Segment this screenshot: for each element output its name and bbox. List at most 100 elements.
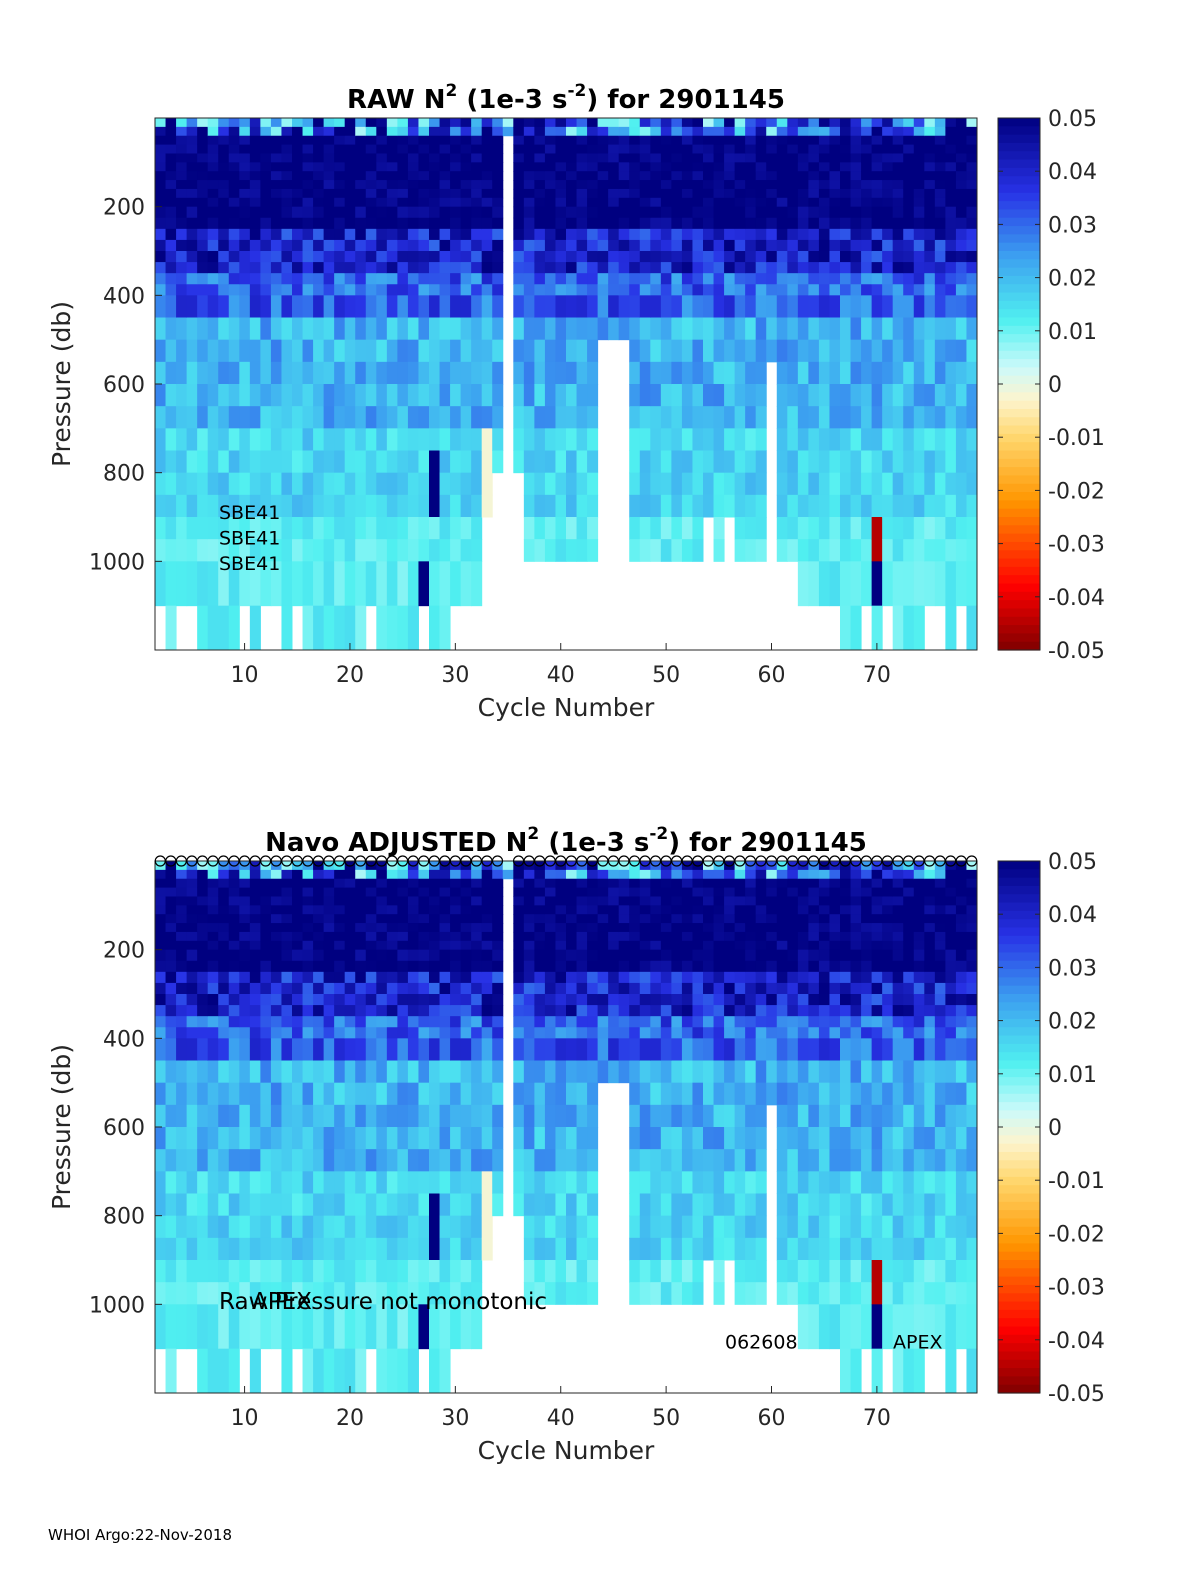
heatmap-cell (660, 971, 672, 984)
heatmap-cell (681, 251, 693, 263)
heatmap-cell (808, 949, 820, 962)
heatmap-cell (544, 949, 556, 962)
colorbar-segment (998, 192, 1040, 202)
heatmap-cell (323, 428, 335, 451)
heatmap-cell (724, 1149, 736, 1172)
heatmap-cell (176, 126, 188, 137)
heatmap-cell (724, 960, 736, 973)
heatmap-cell (228, 931, 240, 942)
heatmap-cell (955, 1304, 967, 1350)
heatmap-cell (618, 878, 630, 889)
heatmap-cell (692, 162, 704, 172)
heatmap-cell (344, 1237, 356, 1261)
heatmap-cell (249, 605, 261, 651)
heatmap-cell (608, 144, 620, 154)
heatmap-cell (882, 1038, 894, 1061)
heatmap-cell (703, 361, 715, 385)
heatmap-cell (861, 949, 873, 962)
heatmap-cell (471, 135, 483, 146)
heatmap-cell (639, 1260, 651, 1283)
heatmap-cell (618, 273, 630, 285)
heatmap-cell (450, 361, 462, 385)
heatmap-cell (270, 1104, 282, 1128)
heatmap-cell (344, 1215, 356, 1239)
heatmap-cell (755, 949, 767, 962)
heatmap-cell (776, 1260, 788, 1283)
heatmap-cell (155, 450, 167, 474)
heatmap-cell (281, 1005, 293, 1017)
heatmap-cell (460, 188, 472, 199)
heatmap-cell (302, 1237, 314, 1261)
heatmap-cell (639, 361, 651, 385)
heatmap-cell (724, 180, 736, 190)
heatmap-cell (186, 1304, 198, 1350)
heatmap-cell (176, 144, 188, 154)
heatmap-cell (955, 960, 967, 973)
heatmap-cell (355, 217, 367, 230)
heatmap-cell (544, 517, 556, 540)
heatmap-cell (165, 1038, 177, 1061)
heatmap-cell (587, 1127, 599, 1150)
heatmap-cell (671, 1171, 683, 1194)
heatmap-cell (407, 171, 419, 181)
heatmap-cell (228, 1027, 240, 1039)
heatmap-cell (808, 494, 820, 518)
heatmap-cell (555, 1149, 567, 1172)
heatmap-cell (292, 1282, 304, 1305)
heatmap-cell (966, 1016, 978, 1028)
heatmap-cell (797, 251, 809, 263)
colorbar-segment (998, 600, 1040, 610)
heatmap-cell (429, 239, 441, 252)
colorbar-segment (998, 1118, 1040, 1128)
heatmap-cell (903, 960, 915, 973)
colorbar-segment (998, 284, 1040, 294)
heatmap-cell (429, 180, 441, 190)
heatmap-cell (681, 361, 693, 385)
heatmap-cell (418, 273, 430, 285)
heatmap-cell (334, 923, 346, 933)
heatmap-cell (186, 971, 198, 984)
heatmap-cell (808, 914, 820, 924)
heatmap-cell (787, 153, 799, 163)
heatmap-cell (566, 450, 578, 474)
colorbar-tick-label: 0.03 (1048, 956, 1097, 981)
heatmap-cell (439, 1171, 451, 1194)
heatmap-cell (840, 295, 852, 318)
heatmap-cell (197, 284, 209, 296)
heatmap-cell (924, 887, 936, 897)
heatmap-cell (450, 1171, 462, 1194)
heatmap-cell (407, 295, 419, 318)
heatmap-cell (587, 384, 599, 407)
heatmap-cell (576, 406, 588, 429)
heatmap-cell (566, 361, 578, 385)
heatmap-cell (323, 539, 335, 562)
heatmap-cell (386, 982, 398, 995)
heatmap-cell (660, 982, 672, 995)
heatmap-cell (334, 1082, 346, 1106)
heatmap-cell (818, 284, 830, 296)
heatmap-cell (903, 162, 915, 172)
heatmap-cell (334, 1038, 346, 1061)
heatmap-cell (955, 228, 967, 241)
heatmap-cell (207, 1060, 219, 1084)
heatmap-cell (302, 339, 314, 363)
heatmap-cell (176, 931, 188, 942)
heatmap-cell (302, 171, 314, 181)
colorbar-segment (998, 1210, 1040, 1220)
heatmap-cell (597, 135, 609, 146)
heatmap-cell (681, 869, 693, 880)
heatmap-cell (913, 878, 925, 889)
heatmap-cell (334, 317, 346, 341)
heatmap-cell (471, 1038, 483, 1061)
heatmap-cell (945, 406, 957, 429)
heatmap-cell (861, 180, 873, 190)
heatmap-cell (270, 887, 282, 897)
heatmap-cell (829, 284, 841, 296)
heatmap-cell (840, 940, 852, 951)
heatmap-cell (850, 171, 862, 181)
heatmap-cell (334, 284, 346, 296)
heatmap-cell (587, 914, 599, 924)
heatmap-cell (460, 1304, 472, 1350)
heatmap-cell (460, 361, 472, 385)
heatmap-cell (492, 949, 504, 962)
